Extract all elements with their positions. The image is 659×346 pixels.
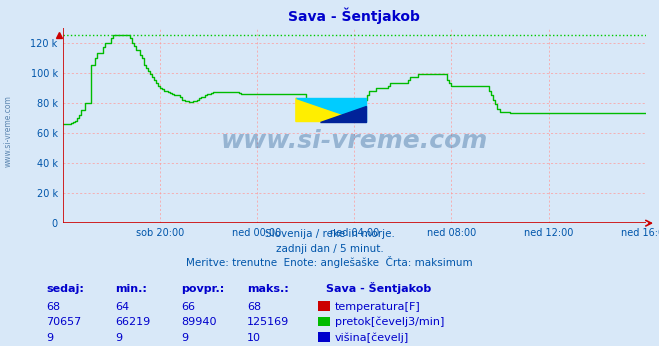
Text: min.:: min.: [115,284,147,294]
Text: zadnji dan / 5 minut.: zadnji dan / 5 minut. [275,244,384,254]
Text: sedaj:: sedaj: [46,284,84,294]
Text: 66219: 66219 [115,317,150,327]
Polygon shape [296,98,366,121]
Polygon shape [296,98,366,121]
Text: pretok[čevelj3/min]: pretok[čevelj3/min] [335,317,444,327]
Text: 9: 9 [46,333,53,343]
Text: 70657: 70657 [46,317,81,327]
Text: Sava - Šentjakob: Sava - Šentjakob [326,282,432,294]
Text: 64: 64 [115,302,129,312]
Text: 10: 10 [247,333,261,343]
Text: 9: 9 [181,333,188,343]
Text: maks.:: maks.: [247,284,289,294]
Text: 89940: 89940 [181,317,217,327]
Text: 9: 9 [115,333,123,343]
Text: temperatura[F]: temperatura[F] [335,302,420,312]
Text: Slovenija / reke in morje.: Slovenija / reke in morje. [264,229,395,239]
Text: 68: 68 [247,302,261,312]
Text: povpr.:: povpr.: [181,284,225,294]
Text: www.si-vreme.com: www.si-vreme.com [221,129,488,153]
Text: 66: 66 [181,302,195,312]
Text: višina[čevelj]: višina[čevelj] [335,332,409,343]
Title: Sava - Šentjakob: Sava - Šentjakob [288,7,420,24]
Text: Meritve: trenutne  Enote: anglešaške  Črta: maksimum: Meritve: trenutne Enote: anglešaške Črta… [186,256,473,268]
Text: 68: 68 [46,302,60,312]
Text: 125169: 125169 [247,317,289,327]
Polygon shape [320,106,366,121]
Text: www.si-vreme.com: www.si-vreme.com [3,95,13,167]
